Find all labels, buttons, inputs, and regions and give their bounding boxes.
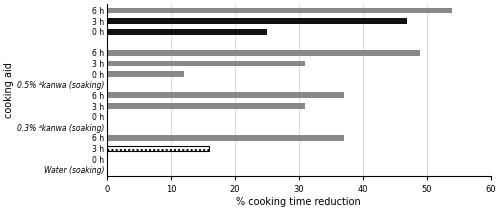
X-axis label: % cooking time reduction: % cooking time reduction	[236, 197, 361, 207]
Bar	[107, 29, 267, 35]
Y-axis label: cooking aid: cooking aid	[4, 62, 14, 118]
Bar	[107, 8, 452, 14]
Bar	[107, 50, 420, 56]
Bar	[107, 61, 305, 66]
Bar	[107, 92, 344, 98]
Bar	[107, 146, 210, 151]
Bar	[107, 135, 344, 141]
Bar	[107, 103, 305, 109]
Bar	[107, 71, 184, 77]
Bar	[107, 18, 408, 24]
